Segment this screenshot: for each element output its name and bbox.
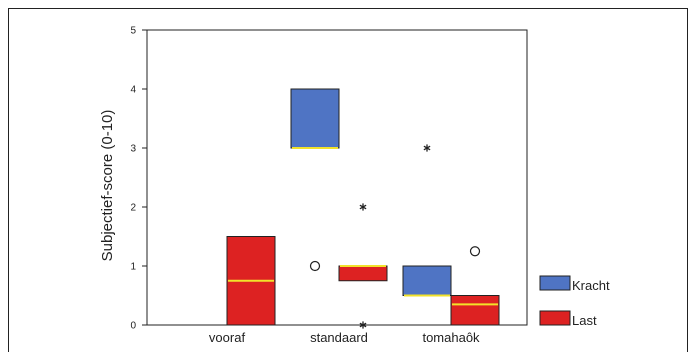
x-tick-label: tomahaôk [422,330,480,345]
x-tick-label: vooraf [209,330,246,345]
legend-swatch-kracht [539,275,571,291]
legend-label-kracht: Kracht [572,278,610,293]
outlier-star [359,321,367,329]
x-axis: vooraf standaard tomahaôk [209,330,480,345]
y-axis-label: Subjectief-score (0-10) [99,110,116,262]
y-tick-label: 4 [130,85,136,96]
outliers [309,144,481,329]
plot-border [146,29,528,326]
outlier-circle [309,260,321,272]
chart-frame [8,8,688,352]
plot-area [146,29,528,326]
outlier-star [359,203,367,211]
box-kracht-tomahaôk [402,265,452,296]
outlier-star [423,144,431,152]
legend: Kracht Last [539,275,610,328]
y-tick-label: 5 [130,26,136,37]
boxes [226,88,500,326]
y-tick-label: 1 [130,262,136,273]
box-kracht-standaard [290,88,340,149]
y-tick-label: 0 [130,321,136,332]
legend-label-last: Last [572,313,597,328]
y-axis: 0 1 2 3 4 5 [130,26,147,332]
box-last-standaard [338,265,388,282]
outlier-circle [469,246,481,257]
box-last-tomahaôk [450,295,500,326]
legend-swatch-last [539,310,571,326]
x-tick-label: standaard [310,330,368,345]
y-tick-label: 2 [130,203,136,214]
y-tick-label: 3 [130,144,136,155]
